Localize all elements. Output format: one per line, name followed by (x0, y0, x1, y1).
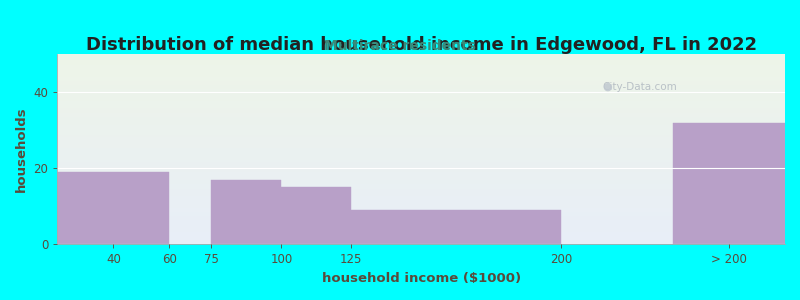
X-axis label: household income ($1000): household income ($1000) (322, 272, 521, 285)
Bar (351, 210, 561, 244)
Bar (211, 180, 282, 244)
Text: City-Data.com: City-Data.com (602, 82, 677, 92)
Bar (58, 172, 170, 244)
Bar (673, 123, 785, 244)
Y-axis label: households: households (15, 106, 28, 192)
Text: Multirace residents: Multirace residents (324, 40, 476, 53)
Title: Distribution of median household income in Edgewood, FL in 2022: Distribution of median household income … (86, 36, 757, 54)
Bar (282, 187, 351, 244)
Text: ●: ● (602, 82, 612, 92)
